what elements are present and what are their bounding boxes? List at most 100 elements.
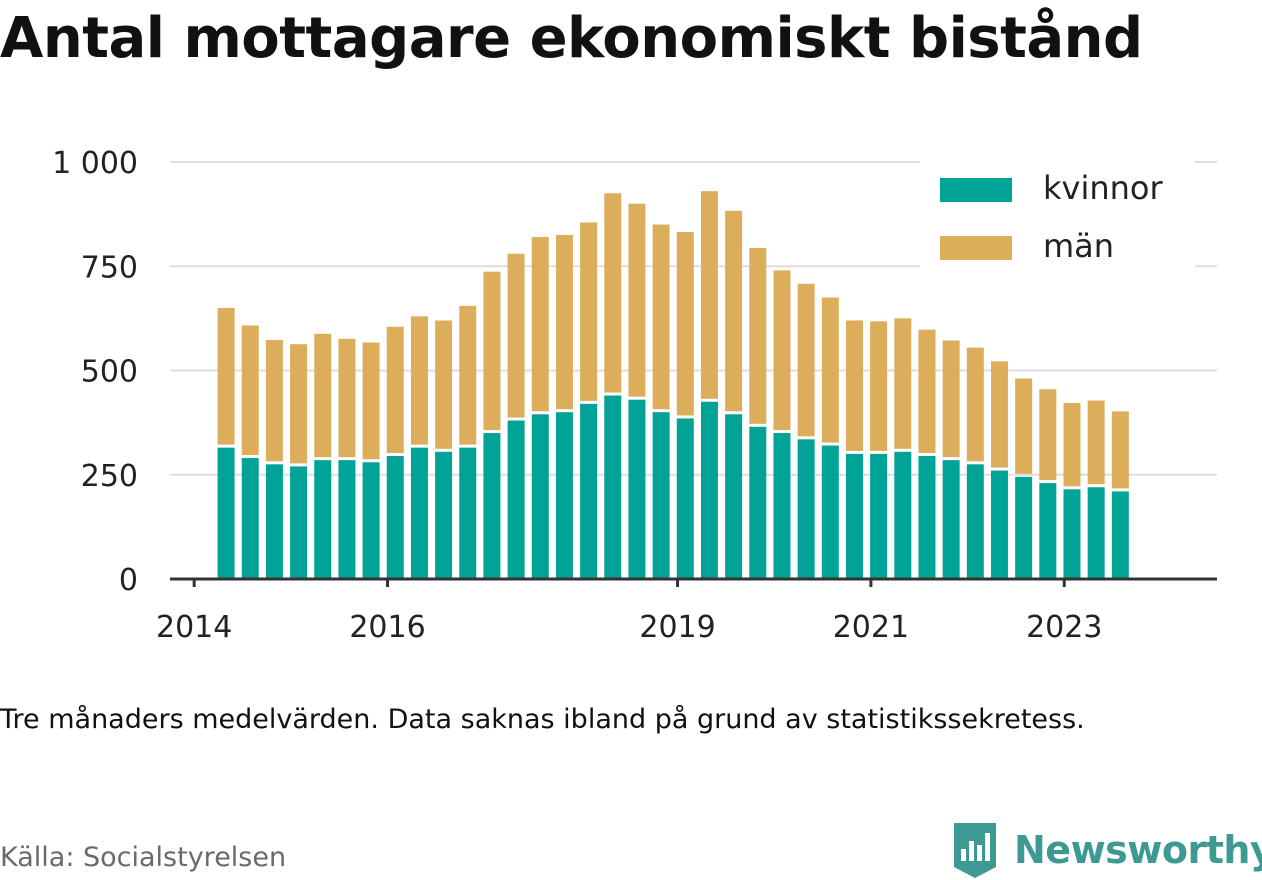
bar-man	[410, 316, 428, 445]
bar-man	[1039, 389, 1057, 481]
y-tick-label: 0	[119, 563, 138, 598]
bar-man	[652, 224, 670, 410]
y-tick-label: 500	[81, 355, 138, 390]
chart-area: 0 250 500 750 1 000 2014 2016 2019 2021 2023 kvi…	[52, 146, 1217, 645]
bar-man	[845, 320, 863, 451]
y-axis-ticks: 0 250 500 750 1 000	[52, 146, 138, 598]
bar-man	[870, 321, 888, 451]
bar-man	[290, 344, 308, 464]
brand-logo: Newsworthy	[950, 820, 1262, 880]
bar-kvinnor	[749, 426, 767, 579]
bar-man	[628, 203, 646, 397]
bar-man	[314, 333, 332, 458]
chart-note: Tre månaders medelvärden. Data saknas ib…	[0, 704, 1085, 735]
bar-man	[386, 326, 404, 453]
bar-man	[676, 232, 694, 416]
bar-kvinnor	[870, 453, 888, 579]
legend-swatch	[940, 236, 1012, 260]
y-tick-label: 750	[81, 250, 138, 285]
bar-man	[362, 342, 380, 460]
bar-kvinnor	[1063, 489, 1081, 579]
bar-kvinnor	[652, 412, 670, 579]
bar-man	[604, 193, 622, 393]
bar-kvinnor	[1015, 476, 1033, 579]
bar-kvinnor	[918, 455, 936, 579]
x-tick-label: 2014	[156, 610, 232, 645]
legend: kvinnor män	[920, 152, 1195, 270]
bar-kvinnor	[1039, 483, 1057, 579]
newsworthy-logo-icon	[954, 823, 996, 878]
y-tick-label: 250	[81, 459, 138, 494]
bar-kvinnor	[459, 447, 477, 579]
bar-kvinnor	[1111, 491, 1129, 579]
bar-man	[797, 283, 815, 437]
bar-kvinnor	[942, 460, 960, 579]
bar-kvinnor	[435, 451, 453, 579]
bar-man	[555, 234, 573, 410]
bar-kvinnor	[676, 418, 694, 579]
bar-man	[265, 340, 283, 462]
bar-man	[338, 338, 356, 458]
bar-kvinnor	[217, 447, 235, 579]
brand-name: Newsworthy	[1014, 828, 1262, 872]
bar-kvinnor	[700, 401, 718, 579]
bar-kvinnor	[773, 433, 791, 579]
bar-kvinnor	[483, 433, 501, 579]
bar-kvinnor	[290, 466, 308, 579]
bar-kvinnor	[821, 445, 839, 579]
y-tick-label: 1 000	[52, 146, 138, 181]
bar-man	[773, 270, 791, 431]
bar-man	[990, 361, 1008, 468]
bar-kvinnor	[531, 414, 549, 579]
x-tick-label: 2016	[349, 610, 425, 645]
bar-man	[821, 297, 839, 443]
bar-kvinnor	[362, 462, 380, 579]
legend-label: kvinnor	[1043, 169, 1164, 207]
bar-man	[435, 320, 453, 449]
bar-man	[241, 325, 259, 456]
bar-kvinnor	[966, 464, 984, 579]
x-tick-label: 2019	[639, 610, 715, 645]
bar-man	[217, 307, 235, 445]
bar-kvinnor	[628, 399, 646, 579]
bar-kvinnor	[265, 464, 283, 579]
bars	[217, 191, 1129, 579]
x-tick-label: 2021	[833, 610, 909, 645]
bar-kvinnor	[241, 458, 259, 579]
bar-kvinnor	[507, 420, 525, 579]
bar-kvinnor	[894, 451, 912, 579]
bar-man	[1087, 400, 1105, 485]
bar-man	[918, 329, 936, 453]
bar-man	[700, 191, 718, 399]
bar-man	[531, 237, 549, 412]
bar-kvinnor	[845, 453, 863, 579]
bar-kvinnor	[1087, 487, 1105, 579]
bar-kvinnor	[386, 455, 404, 579]
bar-man	[459, 305, 477, 445]
bar-kvinnor	[314, 460, 332, 579]
bar-man	[942, 340, 960, 458]
bar-kvinnor	[604, 395, 622, 579]
bar-man	[725, 210, 743, 412]
bar-man	[1111, 411, 1129, 489]
bar-man	[1063, 403, 1081, 487]
x-tick-label: 2023	[1026, 610, 1102, 645]
bar-man	[1015, 378, 1033, 474]
bar-man	[580, 222, 598, 401]
bar-kvinnor	[580, 403, 598, 579]
bar-kvinnor	[797, 439, 815, 579]
bar-man	[966, 347, 984, 462]
bar-kvinnor	[410, 447, 428, 579]
legend-label: män	[1043, 227, 1114, 265]
bar-kvinnor	[990, 470, 1008, 579]
bar-kvinnor	[725, 414, 743, 579]
bar-man	[749, 247, 767, 424]
legend-swatch	[940, 178, 1012, 202]
bar-kvinnor	[338, 460, 356, 579]
page-title: Antal mottagare ekonomiskt bistånd	[0, 6, 1143, 71]
bar-man	[507, 253, 525, 418]
bar-man	[483, 271, 501, 431]
x-axis-ticks: 2014 2016 2019 2021 2023	[156, 579, 1102, 645]
bar-man	[894, 318, 912, 449]
bar-kvinnor	[555, 412, 573, 579]
